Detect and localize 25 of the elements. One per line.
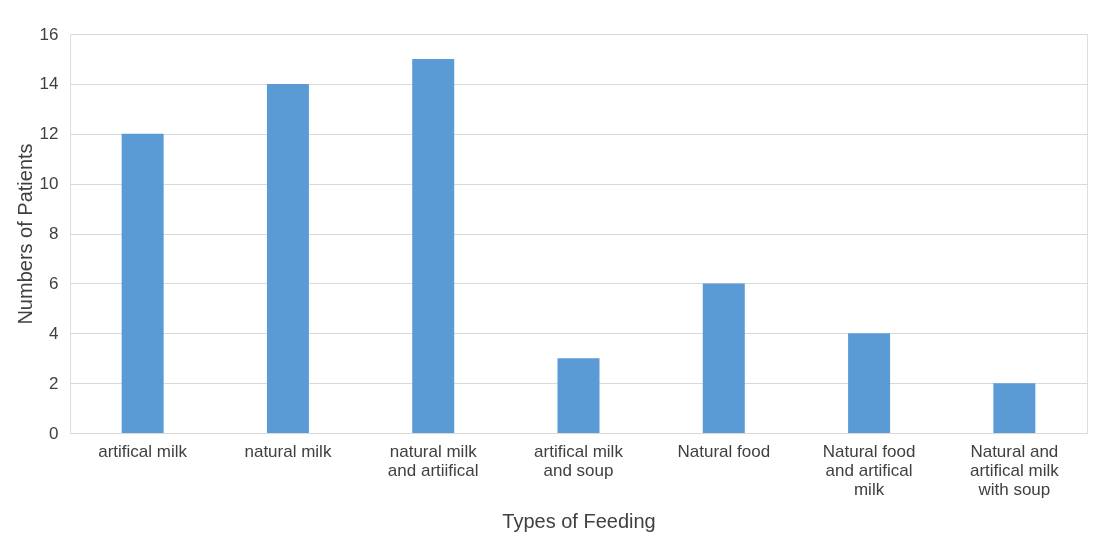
x-tick-label: artifical milk [98,441,188,461]
bar [702,283,745,433]
y-tick-label: 12 [39,124,59,144]
x-axis-title: Types of Feeding [502,509,656,532]
bar [121,133,164,433]
x-tick-label: natural milk [244,441,332,461]
x-tick-label: Natural food [677,441,771,461]
y-tick-label: 14 [39,74,59,94]
y-tick-label: 4 [49,323,59,343]
bar [993,383,1036,433]
x-tick-label: natural milk and artiifical [387,441,479,480]
y-tick-label: 0 [49,423,59,443]
y-axis-title: Numbers of Patients [13,143,36,325]
y-tick-label: 8 [49,224,59,243]
bar [557,358,600,433]
bar [412,58,455,433]
y-tick-label: 16 [39,24,59,44]
x-tick-label: artifical milk and soup [534,441,624,480]
y-tick-label: 10 [39,174,59,194]
bar [848,333,891,433]
bar [266,83,309,433]
x-tick-label: Natural and artifical milk with soup [969,441,1060,499]
y-tick-label: 6 [49,273,59,293]
x-tick-label: Natural food and artifical milk [822,441,916,499]
y-tick-label: 2 [49,373,59,393]
